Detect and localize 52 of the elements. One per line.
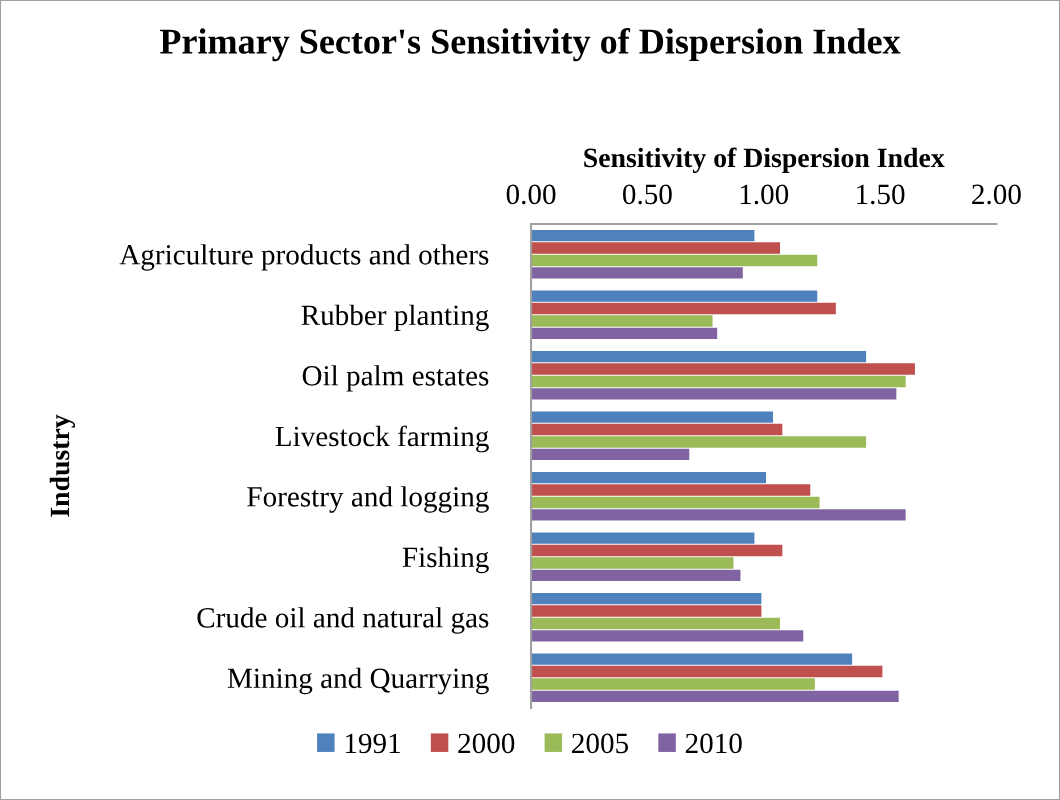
- bar: [531, 690, 899, 703]
- bar: [531, 302, 836, 315]
- bar: [531, 557, 734, 569]
- y-tick-label: Oil palm estates: [302, 365, 489, 392]
- x-tick-label: 0.00: [506, 184, 556, 205]
- bar: [531, 350, 867, 363]
- bar: [531, 678, 815, 690]
- bar: [531, 242, 781, 254]
- bar: [531, 375, 906, 388]
- bar: [531, 471, 767, 484]
- bar: [531, 496, 820, 509]
- bar: [531, 605, 762, 617]
- y-tick-label: Forestry and logging: [247, 486, 489, 513]
- chart-title: Primary Sector's Sensitivity of Dispersion Index: [160, 28, 901, 62]
- y-tick-label: Mining and Quarrying: [227, 667, 489, 695]
- legend-label: 2010: [685, 733, 742, 754]
- bar: [531, 544, 783, 557]
- x-tick-label: 1.00: [740, 184, 789, 205]
- bar: [531, 290, 818, 302]
- bar: [531, 569, 741, 582]
- bar: [531, 484, 811, 496]
- bar: [531, 327, 718, 340]
- bar: [531, 532, 755, 544]
- bar: [531, 653, 853, 665]
- bar: [531, 315, 713, 327]
- bar: [531, 388, 897, 400]
- x-tick-label: 1.50: [857, 184, 905, 205]
- y-tick-label: Rubber planting: [301, 304, 489, 332]
- bar: [531, 423, 783, 436]
- x-tick-label: 2.00: [972, 184, 1021, 205]
- y-axis-title: Industry: [49, 414, 76, 517]
- bar: [531, 436, 867, 448]
- bar: [531, 509, 906, 521]
- bar: [531, 411, 774, 423]
- legend-label: 2005: [572, 733, 629, 754]
- y-tick-label: Agriculture products and others: [119, 244, 489, 271]
- y-tick-label: Crude oil and natural gas: [197, 607, 489, 634]
- y-tick-label: Fishing: [402, 546, 489, 574]
- bar: [531, 363, 915, 375]
- bar: [531, 617, 781, 630]
- legend-label: 1991: [345, 733, 400, 754]
- bar: [531, 254, 818, 267]
- bar: [531, 630, 804, 642]
- x-tick-label: 0.50: [622, 184, 672, 205]
- bar: [531, 448, 690, 461]
- bar: [531, 267, 743, 279]
- bar: [531, 229, 755, 242]
- bar: [531, 592, 762, 605]
- bar: [531, 665, 883, 678]
- x-axis-title: Sensitivity of Dispersion Index: [584, 147, 945, 173]
- y-tick-label: Livestock farming: [275, 425, 489, 453]
- legend-label: 2000: [458, 733, 515, 754]
